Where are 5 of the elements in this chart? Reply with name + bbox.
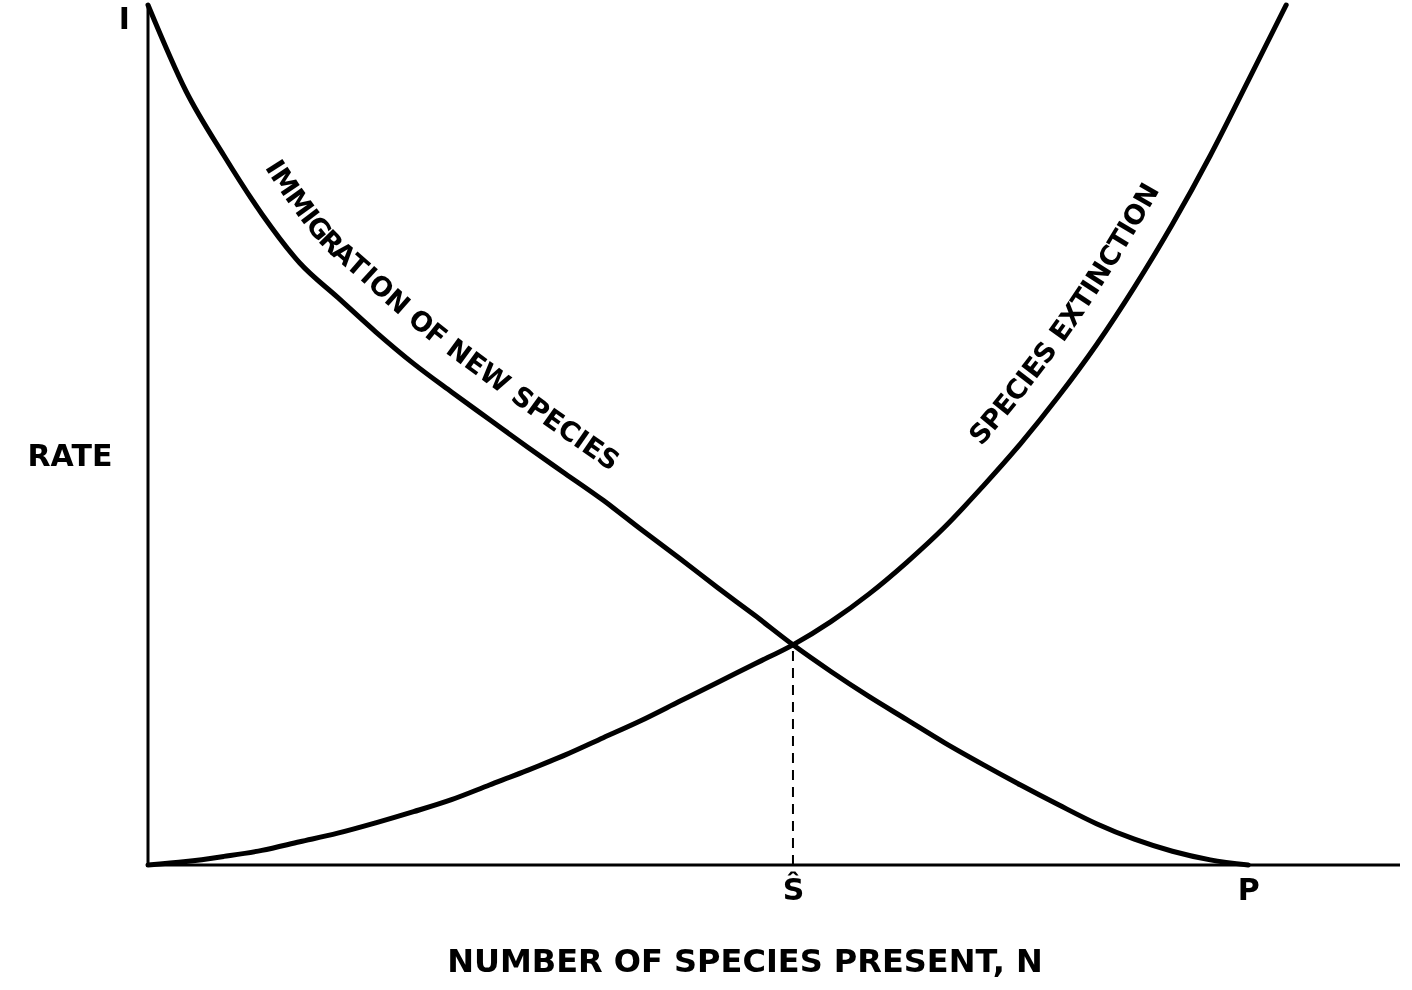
- x-axis-title: NUMBER OF SPECIES PRESENT, N: [447, 942, 1043, 980]
- text: I: [118, 1, 130, 36]
- x-tick-label: Ŝ: [782, 871, 805, 908]
- y-axis-title: RATE: [27, 438, 113, 473]
- x-tick-label: P: [1237, 872, 1260, 908]
